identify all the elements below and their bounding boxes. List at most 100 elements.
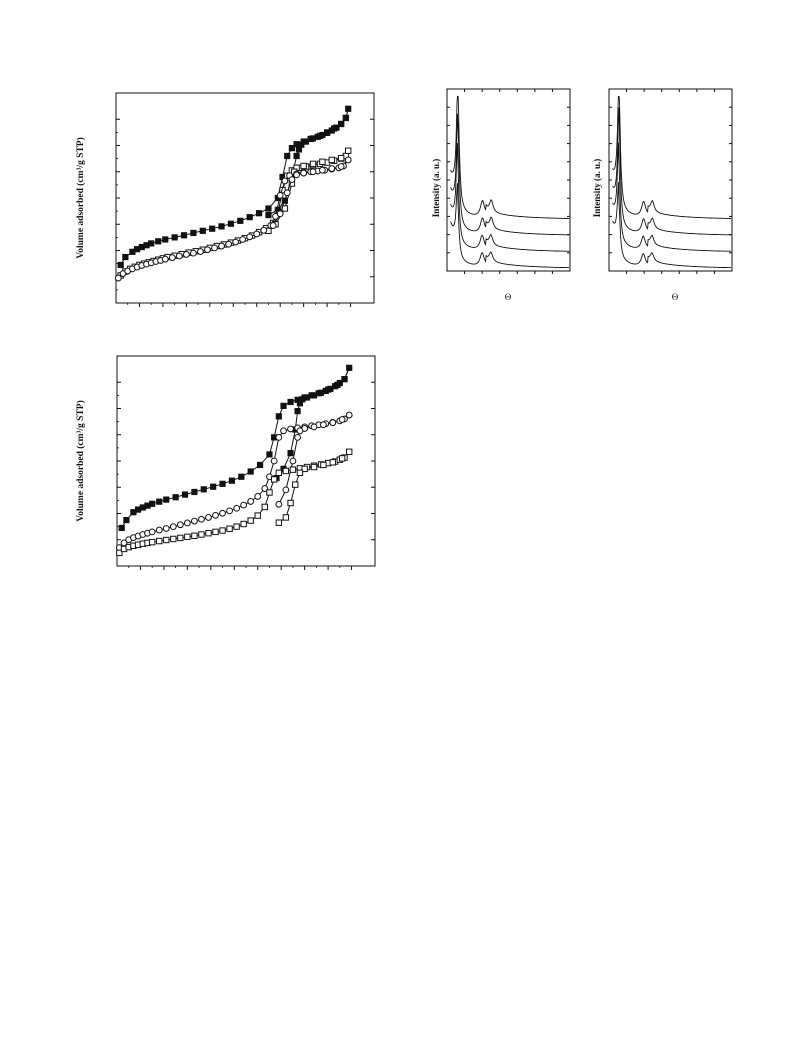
xrd-pattern-line [612, 95, 732, 219]
xrd-left-ticks [447, 89, 570, 274]
data-point-filled-square [190, 229, 197, 237]
data-point-filled-square [294, 408, 301, 415]
data-point-open-circle [287, 425, 294, 433]
data-point-open-circle [344, 156, 352, 164]
data-point-open-square [282, 467, 290, 475]
data-point-filled-square [302, 138, 310, 145]
data-point-open-circle [197, 248, 204, 255]
data-point-open-square [254, 512, 261, 519]
isotherm-top-ticks [116, 118, 374, 307]
data-point-filled-square [316, 132, 324, 139]
data-point-open-circle [280, 427, 287, 435]
data-point-filled-square [317, 389, 325, 396]
data-point-filled-square [156, 498, 163, 505]
data-point-filled-square [163, 496, 170, 503]
data-point-open-circle [310, 423, 318, 431]
data-point-open-square [184, 533, 191, 541]
data-point-open-circle [198, 515, 205, 523]
data-point-filled-square [265, 211, 272, 219]
data-point-open-circle [276, 210, 284, 218]
data-point-open-square [296, 469, 304, 477]
data-point-filled-square [171, 234, 178, 241]
data-point-open-circle [338, 416, 346, 423]
data-point-open-circle [233, 504, 241, 512]
data-point-open-circle [253, 230, 261, 238]
data-point-filled-square [331, 125, 338, 132]
data-point-filled-square [199, 227, 206, 234]
data-point-filled-square [123, 516, 130, 524]
data-point-filled-square [266, 451, 273, 458]
data-point-open-square [345, 147, 352, 154]
data-point-filled-square [149, 500, 156, 507]
data-point-filled-square [210, 483, 217, 490]
isotherm-bottom-panel: Volume adsorbed (cm³/g STP) [75, 355, 376, 570]
data-point-open-circle [218, 242, 225, 250]
isotherm-adsorption-line [121, 367, 350, 529]
isotherm-bottom-y-axis-label: Volume adsorbed (cm³/g STP) [75, 400, 86, 522]
xrd-pattern-line [450, 183, 570, 269]
data-point-filled-square [200, 486, 207, 493]
data-point-open-square [116, 549, 123, 557]
data-point-open-square [275, 469, 283, 477]
data-point-open-circle [281, 177, 289, 185]
xrd-pattern-line [450, 113, 570, 236]
data-point-open-circle [212, 511, 219, 519]
data-point-filled-square [310, 392, 318, 399]
data-point-open-square [212, 528, 219, 536]
xrd-pattern-line [450, 142, 570, 252]
data-point-open-circle [225, 240, 232, 248]
data-point-open-circle [240, 501, 248, 509]
data-point-filled-square [341, 375, 348, 383]
data-point-filled-square [209, 225, 216, 232]
data-point-open-circle [239, 236, 247, 243]
xrd-pattern-line [612, 142, 732, 252]
data-point-filled-square [181, 491, 189, 498]
data-point-open-circle [294, 433, 302, 441]
data-point-filled-square [334, 381, 341, 388]
data-point-filled-square [293, 152, 300, 160]
data-point-open-square [198, 531, 205, 538]
data-point-open-square [292, 481, 299, 488]
data-point-open-square [163, 536, 170, 544]
isotherm-bottom-ticks [117, 381, 375, 570]
data-point-open-square [282, 514, 290, 521]
data-point-open-square [320, 461, 327, 469]
xrd-right-y-axis-label: Intensity (a. u.) [592, 159, 602, 218]
data-point-filled-square [246, 214, 253, 221]
data-point-open-circle [260, 226, 268, 234]
data-point-open-circle [162, 525, 170, 532]
data-point-open-circle [282, 486, 290, 494]
isotherm-top-panel: Volume adsorbed (cm³/g STP) [75, 92, 375, 307]
data-point-filled-square [346, 364, 353, 371]
data-point-open-circle [204, 246, 211, 254]
data-point-open-square [148, 538, 156, 546]
isotherm-top-y-axis-label: Volume adsorbed (cm³/g STP) [75, 137, 86, 259]
data-point-open-circle [247, 498, 255, 505]
data-point-open-circle [155, 526, 163, 534]
data-point-open-square [170, 535, 177, 543]
data-point-filled-square [323, 129, 331, 136]
data-point-open-circle [329, 419, 337, 427]
data-point-open-circle [219, 509, 226, 517]
data-point-open-circle [182, 251, 190, 258]
data-point-open-square [247, 517, 254, 524]
data-point-filled-square [296, 400, 304, 407]
data-point-filled-square [247, 468, 254, 475]
data-point-open-square [338, 455, 346, 462]
data-point-filled-square [155, 238, 162, 245]
data-point-open-square [337, 154, 345, 162]
data-point-filled-square [237, 217, 244, 224]
data-point-filled-square [288, 145, 296, 152]
xrd-right-panel: Intensity (a. u.) Θ [592, 88, 733, 302]
xrd-left-y-axis-label: Intensity (a. u.) [431, 159, 441, 218]
data-point-filled-square [342, 114, 349, 122]
xrd-pattern-line [612, 107, 732, 236]
data-point-open-circle [283, 189, 291, 197]
data-point-filled-square [280, 402, 287, 409]
data-point-open-circle [269, 222, 277, 229]
data-point-filled-square [122, 253, 129, 261]
data-point-filled-square [255, 210, 263, 217]
xrd-pattern-line [612, 181, 732, 269]
data-point-open-square [261, 503, 268, 511]
data-point-open-circle [328, 165, 336, 173]
